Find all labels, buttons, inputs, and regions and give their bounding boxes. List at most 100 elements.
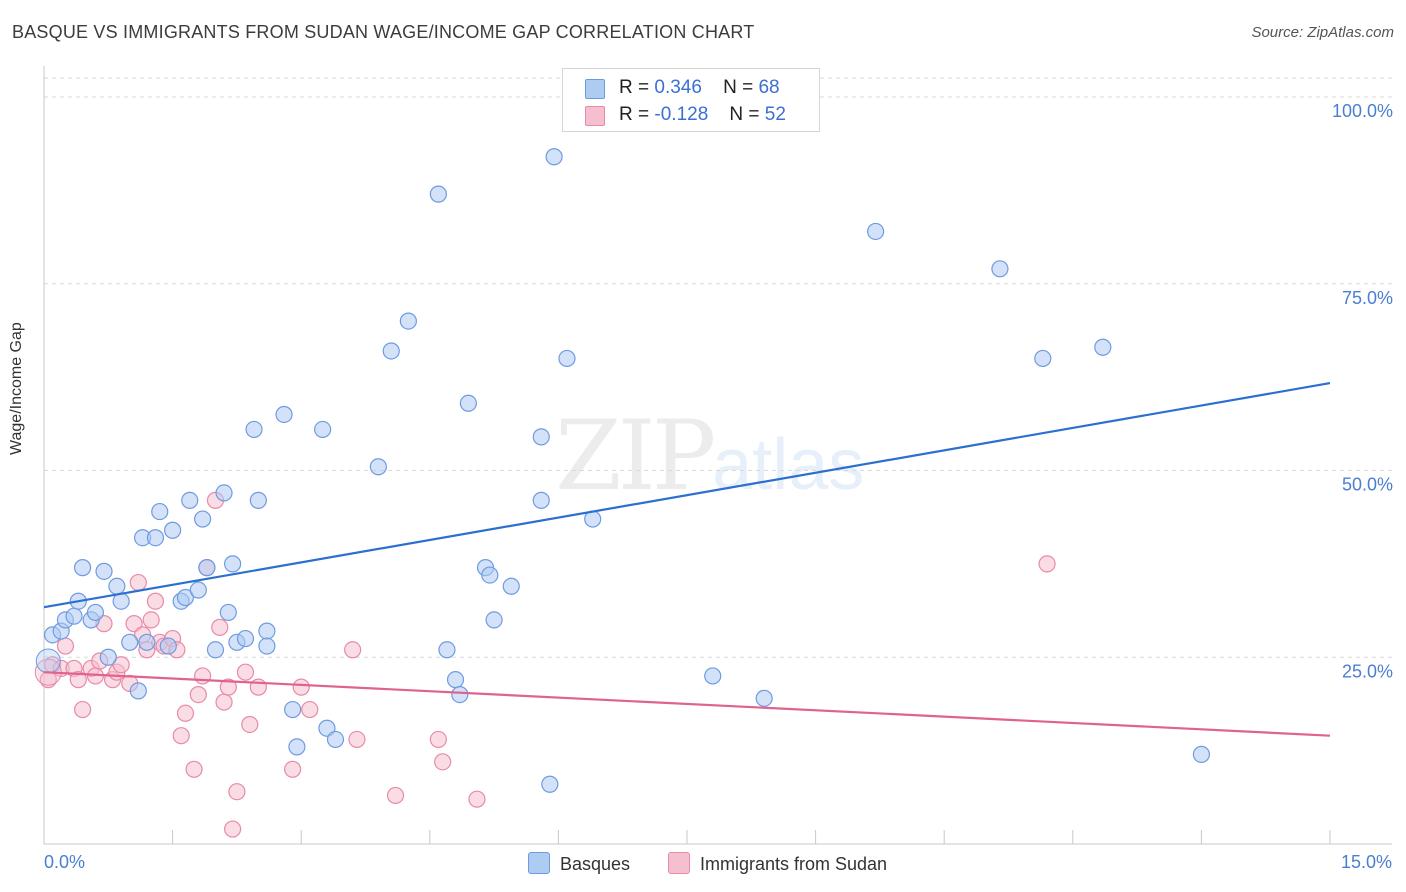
correlation-legend: R = 0.346 N = 68 R = -0.128 N = 52 [562,68,820,132]
data-point [236,663,255,681]
data-point [236,629,255,648]
data-point [314,420,332,439]
y-tick-label: 100.0% [1332,101,1393,121]
data-point [241,715,259,734]
data-point [284,700,302,719]
data-point [73,559,92,577]
trend-lines [43,382,1331,737]
data-point [369,458,387,476]
data-point [284,760,302,778]
r-value-sudan: -0.128 [654,104,709,125]
data-point [991,260,1009,278]
trend-line-basques [43,382,1331,609]
data-point [545,148,563,166]
data-point [138,633,156,651]
chart-title: BASQUE VS IMMIGRANTS FROM SUDAN WAGE/INC… [12,22,755,42]
data-point [275,405,293,424]
data-point [121,633,139,651]
data-point [1094,338,1112,356]
data-point [382,342,400,360]
data-point [151,502,169,521]
y-tick-label: 75.0% [1342,288,1393,308]
data-point [1038,555,1056,573]
data-point [172,727,190,745]
y-tick-labels: 25.0% 50.0% 75.0% 100.0% [1332,101,1393,681]
data-point [142,611,160,629]
data-point [86,603,105,622]
y-tick-label: 50.0% [1342,475,1393,495]
data-point [99,648,117,666]
legend-sudan[interactable]: Immigrants from Sudan [668,852,887,875]
watermark-zip: ZIP [555,400,716,512]
data-point [288,738,306,756]
data-point [129,573,147,592]
data-point [198,559,216,577]
data-point [146,529,165,547]
data-point [429,730,447,749]
data-point [502,577,520,595]
data-point [146,592,165,610]
data-point [558,349,576,368]
data-point [468,790,486,808]
data-point [485,611,503,629]
data-point [348,730,366,749]
data-point [35,648,61,674]
data-point [224,555,242,573]
data-point [206,641,225,659]
data-point [194,510,212,528]
n-value-sudan: 52 [764,104,786,125]
trend-line-sudan [43,671,1331,737]
data-point [228,783,246,801]
x-tick-min: 0.0% [44,852,86,872]
legend-basques-label: Basques [560,854,631,874]
data-point [176,704,195,722]
data-point [245,420,263,439]
data-point [438,641,456,659]
data-point [451,685,469,704]
data-point [189,581,207,599]
data-point [181,491,199,509]
data-point [159,637,177,655]
data-point [258,622,276,640]
data-point [185,760,203,778]
data-point [164,521,182,539]
data-point [481,566,499,584]
data-point [224,820,242,838]
y-axis-label: Wage/Income Gap [8,322,25,455]
data-point [541,775,559,793]
data-point [292,678,310,696]
legend-text-sudan: R = -0.128 N = 52 [619,104,786,125]
data-point [532,491,550,509]
data-point [176,588,195,607]
data-point [326,730,345,749]
data-point [755,689,773,707]
gridlines [44,77,1392,658]
legend-sudan-label: Immigrants from Sudan [700,854,888,874]
data-point [215,484,233,502]
data-point [532,428,550,446]
data-point [112,656,130,674]
legend-basques[interactable]: Basques [528,852,630,875]
x-tick-max: 15.0% [1340,852,1392,872]
y-tick-label: 25.0% [1342,661,1393,681]
series-basques-points [35,148,1211,793]
data-point [1034,349,1052,368]
watermark: ZIPatlas [555,400,864,512]
legend-sudan-swatch [668,852,690,874]
data-point [386,786,405,805]
data-point [301,700,319,719]
axes [43,66,1392,845]
r-value-basques: 0.346 [654,77,702,98]
data-point [429,185,447,203]
data-point [56,637,75,655]
legend-swatch-pink [585,106,605,126]
data-point [73,700,92,719]
legend-basques-swatch [528,852,550,874]
data-point [249,491,267,509]
watermark-atlas: atlas [712,425,865,505]
data-point [129,682,147,700]
data-point [459,394,477,412]
data-point [704,667,722,685]
data-point [65,607,83,625]
